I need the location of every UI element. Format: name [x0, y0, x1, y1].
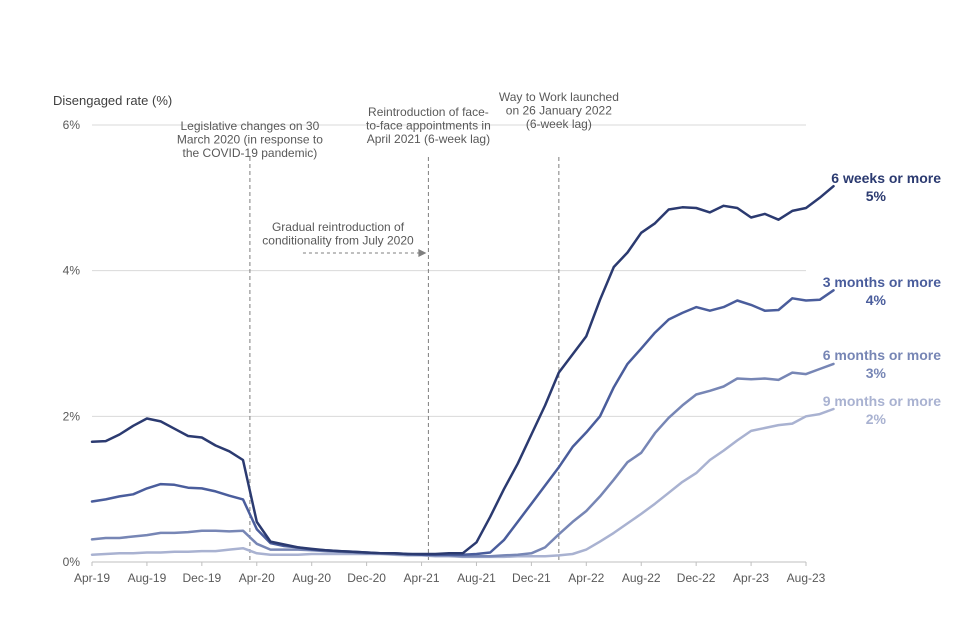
event-label: Way to Work launched [499, 90, 619, 104]
event-label: April 2021 (6-week lag) [367, 132, 490, 146]
series-value-label: 5% [866, 188, 887, 204]
y-tick-label: 2% [63, 409, 81, 423]
series-line [90, 407, 835, 559]
series-lines [90, 184, 835, 559]
x-tick-label: Apr-21 [404, 571, 440, 585]
series-name-label: 3 months or more [823, 274, 941, 290]
gridlines [92, 124, 806, 563]
series-end-labels: 6 weeks or more 5% 3 months or more 4% 6 mon… [823, 170, 941, 427]
x-tick-labels: Apr-19 Aug-19 Dec-19 Apr-20 Aug-20 Dec-20 Apr-… [74, 562, 826, 585]
event-label: the COVID-19 pandemic) [183, 146, 318, 160]
event-label: (6-week lag) [526, 117, 592, 131]
event-label: to-face appointments in [366, 119, 491, 133]
x-tick-label: Apr-19 [74, 571, 110, 585]
x-tick-label: Aug-20 [292, 571, 331, 585]
annotation-text: Gradual reintroduction of [272, 220, 405, 234]
x-tick-label: Dec-19 [183, 571, 222, 585]
x-tick-label: Dec-20 [347, 571, 386, 585]
y-axis-label: Disengaged rate (%) [53, 93, 172, 108]
x-tick-label: Aug-21 [457, 571, 496, 585]
x-tick-label: Aug-19 [128, 571, 167, 585]
series-value-label: 4% [866, 292, 887, 308]
series-line [90, 289, 835, 556]
series-value-label: 3% [866, 365, 887, 381]
annotation-text: conditionality from July 2020 [262, 234, 414, 248]
annotation-arrow-head [418, 249, 427, 257]
y-tick-label: 6% [63, 118, 81, 132]
event-label: March 2020 (in response to [177, 133, 323, 147]
x-tick-label: Apr-22 [568, 571, 604, 585]
x-tick-label: Aug-23 [787, 571, 826, 585]
x-tick-label: Apr-23 [733, 571, 769, 585]
y-tick-label: 0% [63, 555, 81, 569]
x-tick-label: Aug-22 [622, 571, 661, 585]
series-line [90, 184, 835, 556]
event-label: Legislative changes on 30 [181, 119, 320, 133]
series-value-label: 2% [866, 411, 887, 427]
series-name-label: 9 months or more [823, 393, 941, 409]
y-tick-label: 4% [63, 264, 81, 278]
y-tick-labels: 0% 2% 4% 6% [63, 118, 81, 569]
event-label: on 26 January 2022 [506, 104, 612, 118]
x-tick-label: Dec-22 [677, 571, 716, 585]
conditionality-annotation: Gradual reintroduction ofconditionality … [262, 220, 427, 257]
series-line [90, 362, 835, 558]
series-name-label: 6 months or more [823, 347, 941, 363]
event-label: Reintroduction of face- [368, 105, 489, 119]
x-tick-label: Dec-21 [512, 571, 551, 585]
x-tick-label: Apr-20 [239, 571, 275, 585]
series-name-label: 6 weeks or more [831, 170, 941, 186]
